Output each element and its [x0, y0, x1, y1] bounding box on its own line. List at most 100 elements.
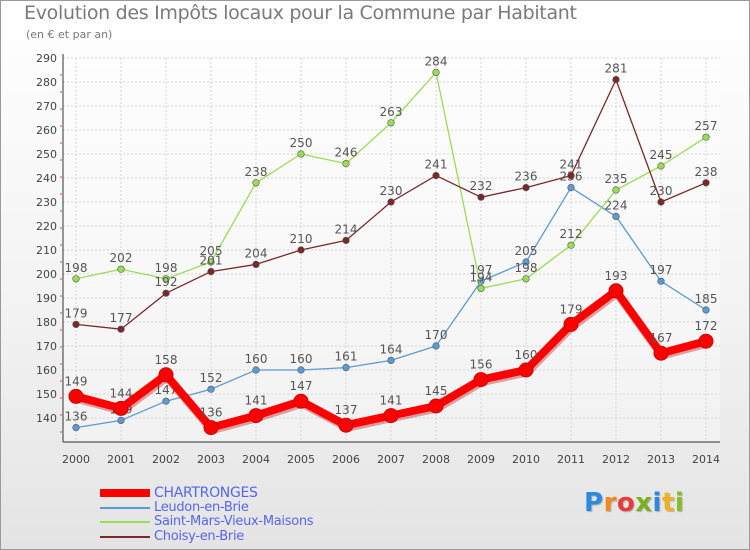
data-label: 241 [425, 158, 448, 172]
line-chart: 140 150 160 170 180 190 200 210 220 230 240 250 260 2… [36, 52, 720, 466]
data-label: 235 [605, 172, 628, 186]
data-point [653, 345, 669, 361]
data-label: 241 [560, 158, 583, 172]
data-label: 205 [515, 244, 538, 258]
data-label: 147 [290, 379, 313, 393]
data-label: 246 [335, 146, 358, 160]
data-point [207, 258, 215, 266]
y-tick-label: 260 [36, 124, 57, 137]
x-tick-label: 2003 [197, 453, 225, 466]
data-point [117, 325, 125, 333]
series-saint-mars-vieux-maisons: 198 202 198 205 238 250 246 263 284 194 198 212 235 2… [65, 54, 718, 293]
data-label: 284 [425, 54, 448, 68]
data-label: 236 [515, 170, 538, 184]
data-point [563, 316, 579, 332]
data-label: 192 [155, 275, 178, 289]
data-point [342, 236, 350, 244]
y-tick-label: 230 [36, 196, 57, 209]
series-choisy-en-brie: 179 177 192 201 204 210 214 230 241 232 236 241 281 2… [65, 62, 717, 333]
data-point [567, 172, 575, 180]
data-label: 245 [650, 148, 673, 162]
x-tick-label: 2002 [152, 453, 180, 466]
data-point [207, 268, 215, 276]
legend-swatch [100, 489, 150, 497]
data-label: 193 [605, 269, 628, 283]
y-tick-label: 160 [36, 364, 57, 377]
data-point [608, 283, 624, 299]
data-label: 137 [335, 403, 358, 417]
data-point [68, 388, 84, 404]
data-label: 210 [290, 232, 313, 246]
x-tick-label: 2007 [377, 453, 405, 466]
proxiti-logo: Proxiti [584, 488, 685, 518]
data-point [342, 364, 350, 372]
data-point [252, 179, 260, 187]
y-tick-label: 220 [36, 220, 57, 233]
data-label: 136 [65, 410, 88, 424]
data-point [702, 133, 710, 141]
data-point [432, 342, 440, 350]
data-point [657, 277, 665, 285]
data-label: 224 [605, 198, 628, 212]
data-point [117, 416, 125, 425]
data-label: 214 [335, 222, 358, 236]
data-point [72, 275, 80, 283]
data-point [702, 179, 710, 187]
data-label: 161 [335, 350, 358, 364]
y-tick-label: 150 [36, 388, 57, 401]
x-tick-label: 2011 [557, 453, 585, 466]
data-point [117, 265, 125, 273]
data-point [522, 184, 530, 192]
x-tick-label: 2004 [242, 453, 270, 466]
data-label: 202 [110, 251, 133, 265]
data-point [612, 212, 620, 220]
data-label: 205 [200, 244, 223, 258]
data-label: 177 [110, 311, 133, 325]
data-point [297, 366, 305, 374]
data-point [387, 119, 395, 127]
data-label: 164 [380, 342, 403, 356]
data-label: 204 [245, 246, 268, 260]
data-point [698, 333, 714, 349]
data-label: 158 [155, 353, 178, 367]
data-point [432, 172, 440, 180]
data-label: 250 [290, 136, 313, 150]
data-point [113, 400, 129, 416]
data-label: 160 [290, 352, 313, 366]
data-point [612, 186, 620, 194]
data-point [657, 162, 665, 170]
data-label: 230 [650, 184, 673, 198]
data-point [657, 198, 665, 206]
y-tick-label: 170 [36, 340, 57, 353]
y-tick-label: 210 [36, 244, 57, 257]
data-label: 257 [695, 119, 718, 133]
data-label: 141 [245, 394, 268, 408]
data-point [383, 408, 399, 424]
data-label: 281 [605, 62, 628, 76]
legend-label: Saint-Mars-Vieux-Maisons [154, 514, 314, 529]
data-point [567, 184, 575, 192]
data-label: 185 [695, 292, 718, 306]
data-label: 152 [200, 371, 223, 385]
data-label: 198 [65, 261, 88, 275]
data-point [293, 393, 309, 409]
data-label: 232 [470, 179, 493, 193]
data-label: 156 [470, 358, 493, 372]
x-tick-label: 2006 [332, 453, 360, 466]
data-point [518, 362, 534, 378]
y-tick-label: 180 [36, 316, 57, 329]
data-point [428, 398, 444, 414]
data-point [567, 241, 575, 249]
data-point [158, 367, 174, 383]
data-point [252, 366, 260, 374]
data-point [297, 150, 305, 158]
data-label: 194 [470, 270, 493, 284]
x-tick-label: 2001 [107, 453, 135, 466]
data-label: 145 [425, 384, 448, 398]
data-point [207, 385, 215, 393]
data-label: 167 [650, 331, 673, 345]
x-tick-label: 2009 [467, 453, 495, 466]
data-label: 149 [65, 374, 88, 388]
data-point [72, 320, 80, 329]
